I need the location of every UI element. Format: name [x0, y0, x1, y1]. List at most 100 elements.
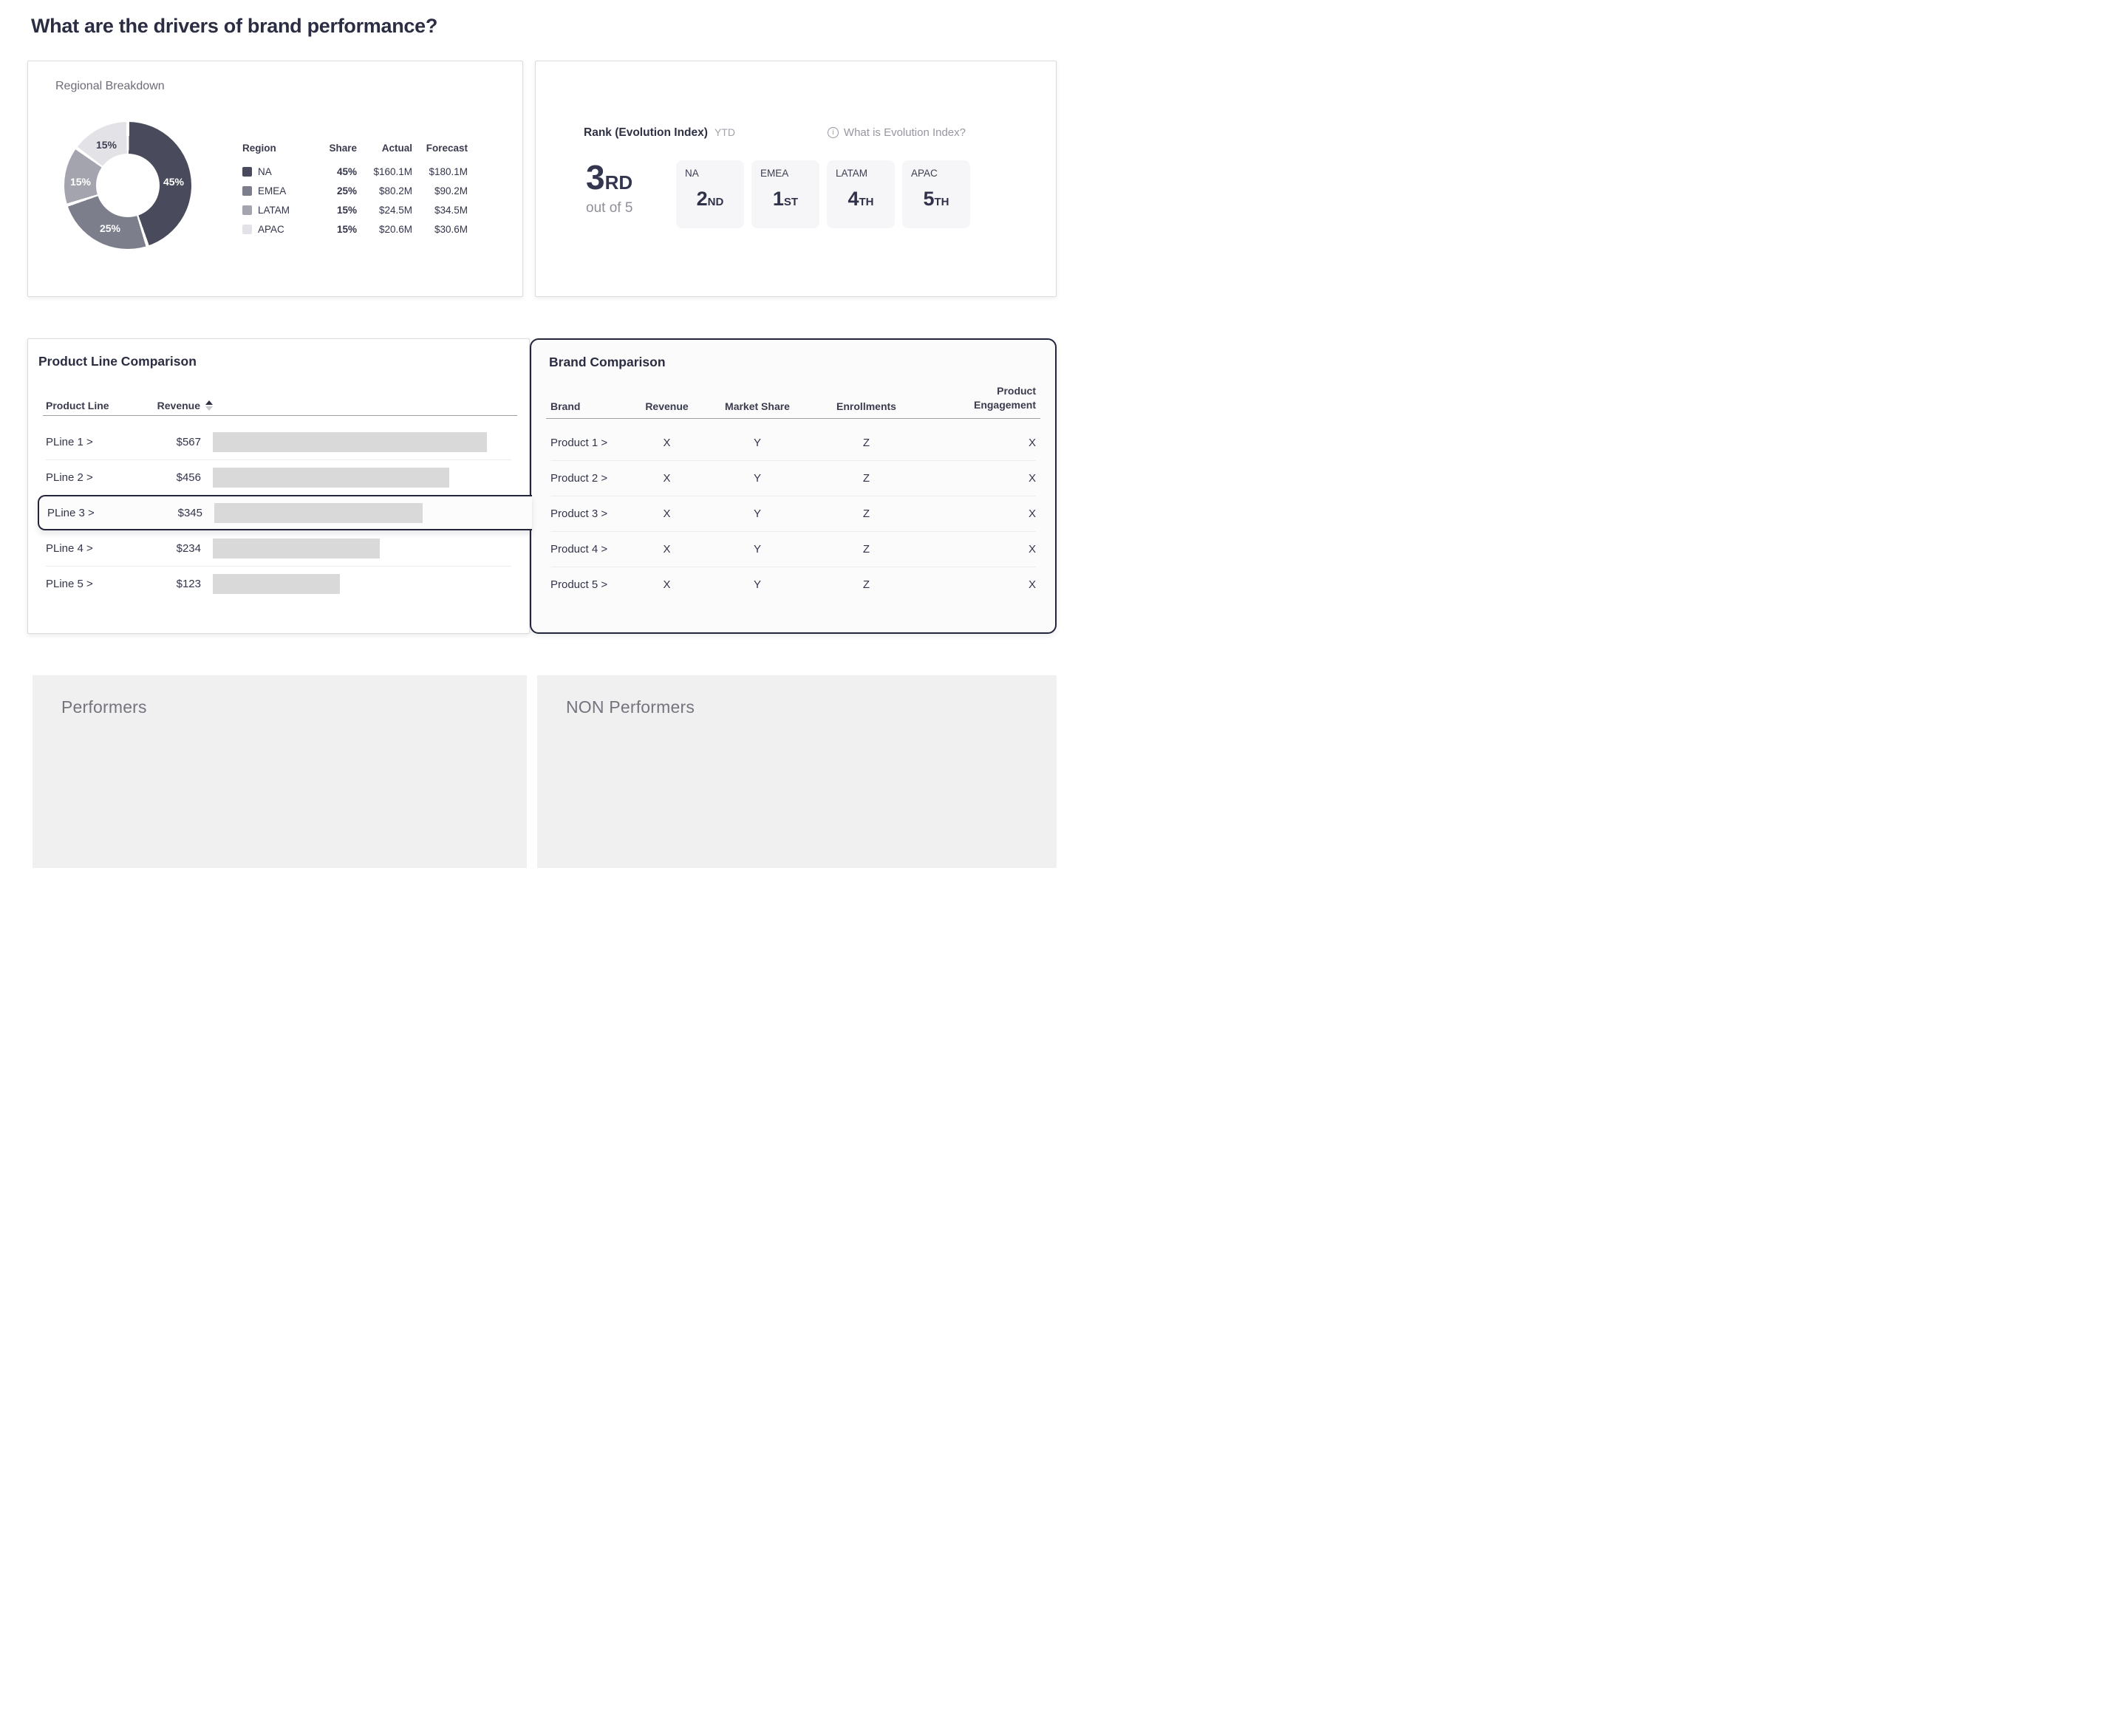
tile-rank-number: 4: [848, 188, 859, 210]
brand-enrollments: Z: [862, 543, 870, 556]
brand-label: Product 1 >: [550, 436, 608, 449]
product-line-row-selected[interactable]: PLine 3 > $345: [38, 495, 532, 530]
region-color-swatch: [242, 166, 252, 177]
header-divider: [43, 415, 517, 416]
brand-revenue: X: [663, 472, 671, 485]
region-share: 25%: [336, 185, 357, 197]
brand-row[interactable]: Product 4 > X Y Z X: [550, 531, 1036, 567]
region-actual: $80.2M: [378, 185, 412, 197]
brand-market-share: Y: [753, 578, 761, 591]
brand-row[interactable]: Product 2 > X Y Z X: [550, 460, 1036, 496]
region-share: 15%: [336, 204, 357, 216]
region-forecast: $34.5M: [434, 204, 468, 216]
product-line-label: PLine 3 >: [47, 506, 95, 519]
product-line-row[interactable]: PLine 2 > $456: [46, 459, 511, 495]
product-line-revenue: $345: [177, 506, 202, 519]
col-product-engagement: Product Engagement: [973, 385, 1036, 411]
brand-enrollments: Z: [862, 578, 870, 591]
region-actual: $24.5M: [378, 204, 412, 216]
col-enrollments: Enrollments: [836, 400, 896, 412]
region-share: 15%: [336, 223, 357, 235]
tile-rank-suffix: TH: [934, 196, 949, 208]
brand-revenue: X: [663, 543, 671, 556]
regional-table: Region Share Actual Forecast NA 45% $160…: [242, 138, 468, 239]
region-rank-tile: LATAM 4TH: [827, 160, 895, 228]
product-line-table-header: Product Line Revenue: [46, 400, 511, 411]
brand-market-share: Y: [753, 508, 761, 520]
region-color-swatch: [242, 185, 252, 196]
col-revenue-sort[interactable]: Revenue: [157, 400, 213, 411]
brand-market-share: Y: [753, 436, 761, 449]
tile-region-name: APAC: [911, 168, 938, 179]
product-line-revenue: $456: [176, 471, 201, 484]
region-color-swatch: [242, 224, 252, 234]
col-revenue: Revenue: [645, 400, 689, 412]
evolution-index-help-link[interactable]: i What is Evolution Index?: [827, 126, 966, 139]
tile-rank-number: 2: [696, 188, 708, 210]
revenue-bar: [213, 431, 487, 452]
brand-engagement: X: [1028, 578, 1036, 591]
brand-revenue: X: [663, 508, 671, 520]
region-forecast: $180.1M: [429, 165, 468, 177]
region-rank-tile: APAC 5TH: [902, 160, 970, 228]
brand-label: Product 5 >: [550, 578, 608, 591]
brand-engagement: X: [1028, 543, 1036, 556]
product-line-row[interactable]: PLine 1 > $567: [46, 424, 511, 459]
regional-table-header: Region Share Actual Forecast: [242, 138, 468, 157]
col-brand: Brand: [550, 400, 581, 412]
region-name: LATAM: [258, 204, 290, 216]
product-line-title: Product Line Comparison: [38, 354, 197, 369]
region-name: EMEA: [258, 185, 287, 197]
revenue-bar: [214, 502, 423, 523]
product-line-label: PLine 4 >: [46, 541, 93, 555]
col-region: Region: [242, 142, 276, 154]
brand-row[interactable]: Product 1 > X Y Z X: [550, 425, 1036, 460]
brand-engagement: X: [1028, 508, 1036, 520]
tile-region-name: EMEA: [760, 168, 789, 179]
overall-rank-caption: out of 5: [586, 200, 633, 216]
revenue-bar-track: [213, 468, 511, 488]
product-line-revenue: $567: [176, 435, 201, 448]
brand-market-share: Y: [753, 543, 761, 556]
tile-rank-suffix: ND: [707, 196, 724, 208]
region-actual: $160.1M: [373, 165, 412, 177]
product-line-label: PLine 1 >: [46, 435, 93, 448]
tile-rank-suffix: ST: [783, 196, 799, 208]
non-performers-title: NON Performers: [566, 697, 695, 717]
regional-breakdown-card: Regional Breakdown 45% 25% 15% 15% Region S…: [27, 61, 523, 297]
brand-performance-dashboard: What are the drivers of brand performanc…: [0, 0, 1064, 868]
brand-enrollments: Z: [862, 472, 870, 485]
brand-row[interactable]: Product 3 > X Y Z X: [550, 496, 1036, 531]
regional-table-row: NA 45% $160.1M $180.1M: [242, 162, 468, 181]
info-icon: i: [827, 127, 839, 138]
page-title: What are the drivers of brand performanc…: [31, 15, 438, 37]
sort-icon[interactable]: [205, 400, 213, 411]
tile-region-name: NA: [685, 168, 699, 179]
brand-market-share: Y: [753, 472, 761, 485]
revenue-bar: [213, 538, 380, 558]
revenue-bar: [213, 574, 340, 594]
product-line-row[interactable]: PLine 5 > $123: [46, 566, 511, 601]
regional-breakdown-label: Regional Breakdown: [55, 80, 165, 92]
brand-comparison-title: Brand Comparison: [549, 355, 666, 369]
rank-title: Rank (Evolution Index) YTD: [584, 126, 735, 139]
product-line-row[interactable]: PLine 4 > $234: [46, 530, 511, 566]
brand-label: Product 2 >: [550, 472, 608, 485]
performers-panel: Performers: [33, 675, 527, 868]
product-line-rows: PLine 1 > $567 PLine 2 > $456 PLine 3 > …: [38, 424, 532, 601]
tile-rank-number: 5: [923, 188, 935, 210]
brand-label: Product 4 >: [550, 543, 608, 556]
product-line-comparison-card: Product Line Comparison Product Line Rev…: [27, 338, 532, 634]
product-line-label: PLine 5 >: [46, 578, 93, 590]
brand-label: Product 3 >: [550, 508, 608, 520]
brand-row[interactable]: Product 5 > X Y Z X: [550, 567, 1036, 602]
revenue-bar: [213, 468, 449, 488]
brand-engagement: X: [1028, 472, 1036, 485]
brand-enrollments: Z: [862, 508, 870, 520]
region-name: NA: [258, 165, 272, 177]
performers-title: Performers: [61, 697, 147, 717]
regional-donut-chart: 45% 25% 15% 15%: [64, 122, 191, 249]
regional-table-row: LATAM 15% $24.5M $34.5M: [242, 200, 468, 219]
revenue-bar-track: [213, 431, 511, 452]
col-forecast: Forecast: [426, 142, 468, 154]
